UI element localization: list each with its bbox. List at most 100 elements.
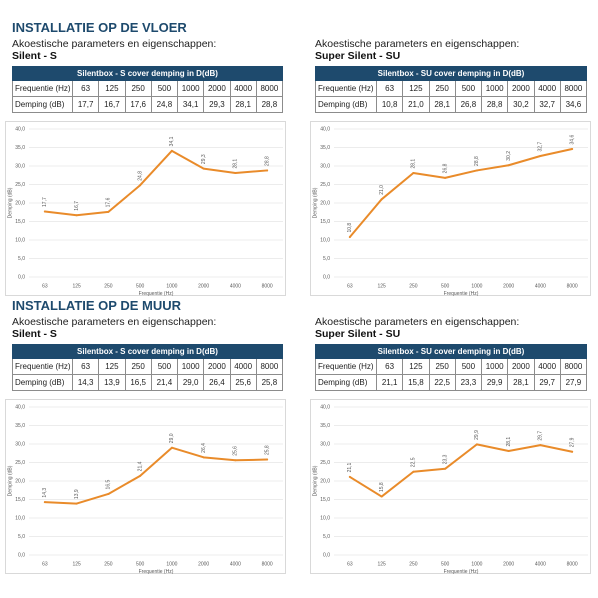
data-label: 15,8 bbox=[379, 482, 385, 492]
table-header: Silentbox - SU cover demping in D(dB) bbox=[315, 66, 587, 81]
table-cell: 125 bbox=[402, 358, 430, 375]
data-label: 17,7 bbox=[42, 197, 48, 207]
x-tick-label: 2000 bbox=[198, 561, 209, 567]
spec-table: Silentbox - S cover demping in D(dB) Freq… bbox=[12, 344, 284, 391]
y-tick-label: 15,0 bbox=[320, 219, 330, 225]
table-cell: 10,8 bbox=[375, 96, 404, 113]
table-cell: 4000 bbox=[229, 80, 257, 97]
model-name: Silent - S bbox=[12, 328, 57, 340]
x-tick-label: 1000 bbox=[471, 283, 482, 289]
table-cell: 25,8 bbox=[255, 374, 284, 391]
damping-line-chart: 0,0 5,0 10,0 15,0 20,0 25,0 30,0 35,0 40,0 63 125 2… bbox=[5, 399, 286, 574]
data-point bbox=[234, 172, 237, 175]
x-tick-label: 1000 bbox=[471, 561, 482, 567]
y-tick-label: 10,0 bbox=[320, 515, 330, 521]
table-cell: 16,5 bbox=[124, 374, 152, 391]
table-header-row: Silentbox - S cover demping in D(dB) bbox=[12, 344, 283, 359]
table-header: Silentbox - S cover demping in D(dB) bbox=[12, 344, 283, 359]
table-cell: 24,8 bbox=[150, 96, 179, 113]
data-point bbox=[475, 443, 478, 446]
spec-table: Silentbox - S cover demping in D(dB) Freq… bbox=[12, 66, 284, 113]
x-tick-label: 63 bbox=[347, 283, 353, 289]
x-tick-label: 500 bbox=[441, 283, 450, 289]
section-title: INSTALLATIE OP DE VLOER bbox=[12, 20, 187, 35]
panel-intro: Akoestische parameters en eigenschappen: bbox=[12, 38, 217, 50]
table-cell: 63 bbox=[375, 358, 404, 375]
data-point bbox=[380, 198, 383, 201]
x-tick-label: 4000 bbox=[535, 561, 546, 567]
frequency-row: Frequentie (Hz) 63 125 250 500 1000 2000 4000 80… bbox=[315, 80, 588, 97]
series-line bbox=[43, 149, 269, 217]
x-tick-label: 8000 bbox=[567, 283, 578, 289]
damping-row: Demping (dB) 10,8 21,0 28,1 26,8 28,8 30,2 32,7… bbox=[315, 96, 588, 113]
x-tick-label: 250 bbox=[409, 561, 418, 567]
y-tick-label: 25,0 bbox=[320, 182, 330, 188]
panel-intro: Akoestische parameters en eigenschappen: bbox=[12, 316, 217, 328]
table-cell: 29,3 bbox=[203, 96, 231, 113]
table-cell: 250 bbox=[428, 80, 456, 97]
data-label: 27,9 bbox=[569, 437, 575, 447]
y-tick-label: 30,0 bbox=[15, 441, 25, 447]
x-axis-label: Frequentie (Hz) bbox=[139, 569, 174, 574]
data-point bbox=[380, 495, 383, 498]
table-cell: 2000 bbox=[507, 358, 535, 375]
data-label: 25,8 bbox=[264, 445, 270, 455]
y-tick-label: 25,0 bbox=[15, 182, 25, 188]
table-cell: 25,6 bbox=[229, 374, 257, 391]
table-cell: 27,9 bbox=[559, 374, 588, 391]
data-point bbox=[75, 502, 78, 505]
table-cell: 500 bbox=[150, 358, 179, 375]
chart-canvas: 0,0 5,0 10,0 15,0 20,0 25,0 30,0 35,0 40,0 63 125 2… bbox=[312, 404, 588, 574]
x-tick-label: 250 bbox=[104, 283, 113, 289]
table-cell: 125 bbox=[402, 80, 430, 97]
row-label: Demping (dB) bbox=[315, 96, 377, 113]
table-cell: 250 bbox=[124, 358, 152, 375]
y-tick-label: 30,0 bbox=[320, 163, 330, 169]
data-point bbox=[507, 450, 510, 453]
table-cell: 8000 bbox=[255, 358, 284, 375]
table-cell: 32,7 bbox=[533, 96, 561, 113]
table-cell: 21,0 bbox=[402, 96, 430, 113]
data-point bbox=[202, 167, 205, 170]
data-label: 17,6 bbox=[106, 197, 112, 207]
frequency-row: Frequentie (Hz) 63 125 250 500 1000 2000 4000 80… bbox=[315, 358, 588, 375]
damping-row: Demping (dB) 14,3 13,9 16,5 21,4 29,0 26,4 25,6… bbox=[12, 374, 284, 391]
y-tick-label: 0,0 bbox=[18, 552, 25, 558]
y-tick-label: 35,0 bbox=[320, 423, 330, 429]
y-tick-label: 5,0 bbox=[18, 256, 25, 262]
damping-row: Demping (dB) 17,7 16,7 17,6 24,8 34,1 29,3 28,1… bbox=[12, 96, 284, 113]
x-tick-label: 250 bbox=[104, 561, 113, 567]
table-cell: 14,3 bbox=[71, 374, 100, 391]
panel-super-silent-su: Akoestische parameters en eigenschappen:… bbox=[310, 20, 591, 296]
table-cell: 8000 bbox=[559, 358, 588, 375]
x-tick-label: 125 bbox=[377, 283, 386, 289]
data-label: 21,4 bbox=[137, 461, 143, 471]
table-cell: 500 bbox=[150, 80, 179, 97]
panel-silent-s: Akoestische parameters en eigenschappen:… bbox=[5, 298, 286, 574]
x-tick-label: 4000 bbox=[230, 283, 241, 289]
table-cell: 63 bbox=[71, 80, 100, 97]
data-point bbox=[348, 236, 351, 239]
spec-table: Silentbox - SU cover demping in D(dB) Fre… bbox=[315, 66, 588, 113]
x-tick-label: 4000 bbox=[230, 561, 241, 567]
x-tick-label: 2000 bbox=[503, 561, 514, 567]
x-tick-label: 1000 bbox=[166, 283, 177, 289]
y-tick-label: 40,0 bbox=[320, 404, 330, 410]
data-point bbox=[412, 470, 415, 473]
chart-canvas: 0,0 5,0 10,0 15,0 20,0 25,0 30,0 35,0 40,0 63 125 2… bbox=[312, 126, 588, 296]
data-point bbox=[266, 169, 269, 172]
y-tick-label: 25,0 bbox=[15, 460, 25, 466]
table-cell: 250 bbox=[428, 358, 456, 375]
y-axis-label: Demping (dB) bbox=[312, 187, 318, 218]
spec-table: Silentbox - SU cover demping in D(dB) Fre… bbox=[315, 344, 588, 391]
x-axis-label: Frequentie (Hz) bbox=[139, 291, 174, 296]
table-cell: 26,4 bbox=[203, 374, 231, 391]
model-name: Silent - S bbox=[12, 50, 57, 62]
table-cell: 500 bbox=[454, 358, 483, 375]
table-cell: 34,1 bbox=[176, 96, 205, 113]
data-point bbox=[75, 214, 78, 217]
data-label: 34,1 bbox=[169, 136, 175, 146]
x-tick-label: 63 bbox=[42, 561, 48, 567]
x-tick-label: 8000 bbox=[262, 561, 273, 567]
data-label: 29,3 bbox=[201, 154, 207, 164]
